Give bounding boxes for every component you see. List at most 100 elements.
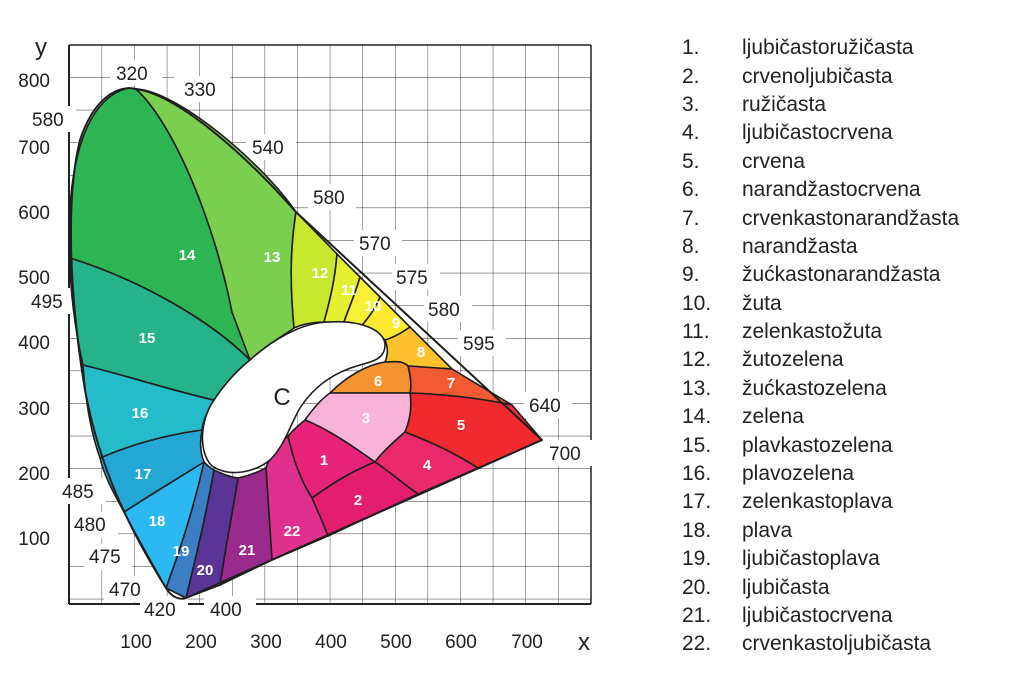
legend-item: 20. ljubičasta bbox=[668, 573, 1018, 601]
legend-name: žutozelena bbox=[742, 348, 844, 372]
wavelength-label: 540 bbox=[252, 138, 284, 159]
legend-name: ljubičasta bbox=[742, 575, 830, 599]
y-tick-label: 400 bbox=[18, 333, 50, 354]
x-tick-label: 700 bbox=[511, 632, 543, 653]
legend-item: 19. ljubičastoplava bbox=[668, 545, 1018, 573]
center-label: C bbox=[273, 384, 290, 411]
y-axis-label: y bbox=[35, 34, 47, 61]
legend-name: crvenoljubičasta bbox=[742, 64, 893, 88]
zone-label: 3 bbox=[362, 410, 370, 427]
zone-label: 2 bbox=[354, 492, 362, 509]
wavelength-label: 580 bbox=[428, 300, 460, 321]
x-tick-label: 600 bbox=[445, 632, 477, 653]
zone-label: 12 bbox=[312, 265, 329, 282]
legend-item: 6. narandžastocrvena bbox=[668, 176, 1018, 204]
y-tick-label: 200 bbox=[18, 464, 50, 485]
legend-item: 12. žutozelena bbox=[668, 346, 1018, 374]
center-region bbox=[201, 320, 386, 474]
legend-item: 9. žućkastonarandžasta bbox=[668, 261, 1018, 289]
legend-name: narandžastocrvena bbox=[742, 178, 921, 202]
legend-number: 6. bbox=[682, 178, 700, 202]
y-tick-label: 500 bbox=[18, 268, 50, 289]
legend-name: plavkastozelena bbox=[742, 433, 893, 457]
legend-item: 8. narandžasta bbox=[668, 233, 1018, 261]
zone-label: 14 bbox=[179, 247, 196, 264]
legend-name: narandžasta bbox=[742, 234, 858, 258]
wavelength-label: 320 bbox=[116, 64, 148, 85]
x-tick-label: 300 bbox=[250, 632, 282, 653]
x-tick-label: 400 bbox=[315, 632, 347, 653]
wavelength-label: 580 bbox=[32, 110, 64, 131]
zone-label: 6 bbox=[374, 373, 382, 390]
wavelength-label: 575 bbox=[396, 268, 428, 289]
legend-name: žućkastonarandžasta bbox=[742, 263, 941, 287]
zone-label: 7 bbox=[447, 375, 455, 392]
legend-item: 1. ljubičastoružičasta bbox=[668, 34, 1018, 62]
x-tick-label: 200 bbox=[185, 632, 217, 653]
wavelength-label: 330 bbox=[184, 80, 216, 101]
legend-item: 11. zelenkastožuta bbox=[668, 318, 1018, 346]
legend-item: 15. plavkastozelena bbox=[668, 431, 1018, 459]
legend-number: 21. bbox=[682, 604, 712, 627]
wavelength-label: 475 bbox=[89, 547, 121, 568]
zone-label: 21 bbox=[239, 542, 256, 559]
legend-number: 14. bbox=[682, 405, 712, 429]
wavelength-label: 595 bbox=[463, 334, 495, 355]
legend-name: crvenkastonarandžasta bbox=[742, 206, 960, 230]
legend-item: 13. žućkastozelena bbox=[668, 375, 1018, 403]
y-tick-label: 300 bbox=[18, 399, 50, 420]
color-zones bbox=[68, 87, 543, 600]
legend-name: plavozelena bbox=[742, 462, 855, 486]
legend-number: 1. bbox=[682, 36, 700, 60]
legend-item: 18. plava bbox=[668, 517, 1018, 545]
wavelength-label: 420 bbox=[144, 600, 176, 621]
legend-name: crvena bbox=[742, 149, 806, 173]
legend-item: 5. crvena bbox=[668, 148, 1018, 176]
zone-label: 18 bbox=[149, 513, 166, 530]
zone-label: 17 bbox=[135, 466, 152, 483]
zone-label: 15 bbox=[139, 330, 156, 347]
wavelength-label: 480 bbox=[74, 515, 106, 536]
label-patches bbox=[28, 60, 592, 622]
zone-label: 1 bbox=[320, 452, 328, 469]
legend-number: 8. bbox=[682, 234, 700, 258]
legend-number: 13. bbox=[682, 376, 712, 400]
legend-number: 12. bbox=[682, 348, 712, 372]
zone-numbers: 1 2 3 4 5 6 7 8 9 10 11 12 13 14 15 16 1… bbox=[132, 247, 466, 579]
zone-label: 11 bbox=[341, 282, 357, 299]
zone-label: 16 bbox=[132, 405, 149, 422]
zone-label: 13 bbox=[264, 249, 281, 266]
zone-6 bbox=[329, 360, 412, 394]
x-tick-label: 100 bbox=[120, 632, 152, 653]
legend-name: crvenkastoljubičasta bbox=[742, 632, 932, 656]
wavelength-label: 640 bbox=[529, 396, 561, 417]
legend-number: 20. bbox=[682, 575, 712, 599]
x-axis-label: x bbox=[578, 629, 590, 656]
wavelength-label: 495 bbox=[31, 292, 63, 313]
legend-item: 4. ljubičastocrvena bbox=[668, 119, 1018, 147]
legend-item: 3. ružičasta bbox=[668, 91, 1018, 119]
zone-label: 4 bbox=[423, 457, 432, 474]
legend-name: ljubičastoplava bbox=[742, 547, 880, 571]
legend-number: 16. bbox=[682, 462, 712, 486]
legend-name: zelena bbox=[742, 405, 804, 429]
legend-number: 17. bbox=[682, 490, 712, 514]
y-tick-labels: 800 700 600 500 400 300 200 100 bbox=[18, 71, 50, 550]
legend-item: 17. zelenkastoplava bbox=[668, 488, 1018, 516]
spectral-locus bbox=[69, 87, 543, 600]
zone-label: 9 bbox=[392, 315, 400, 332]
y-tick-label: 600 bbox=[18, 203, 50, 224]
x-tick-labels: 100 200 300 400 500 600 700 bbox=[120, 632, 543, 653]
x-tick-label: 500 bbox=[380, 632, 412, 653]
legend-item: 21. ljubičastocrvena bbox=[668, 602, 1018, 630]
legend-name: ljubičastoružičasta bbox=[742, 36, 914, 60]
color-legend: 1. ljubičastoružičasta 2. crvenoljubičasta… bbox=[668, 34, 1018, 659]
legend-name: ružičasta bbox=[742, 92, 827, 116]
legend-number: 3. bbox=[682, 92, 700, 116]
legend-item: 7. crvenkastonarandžasta bbox=[668, 204, 1018, 232]
legend-number: 18. bbox=[682, 518, 712, 542]
legend-number: 22. bbox=[682, 632, 712, 656]
legend-number: 4. bbox=[682, 121, 700, 145]
zone-label: 8 bbox=[417, 344, 425, 361]
wavelength-label: 700 bbox=[549, 444, 581, 465]
